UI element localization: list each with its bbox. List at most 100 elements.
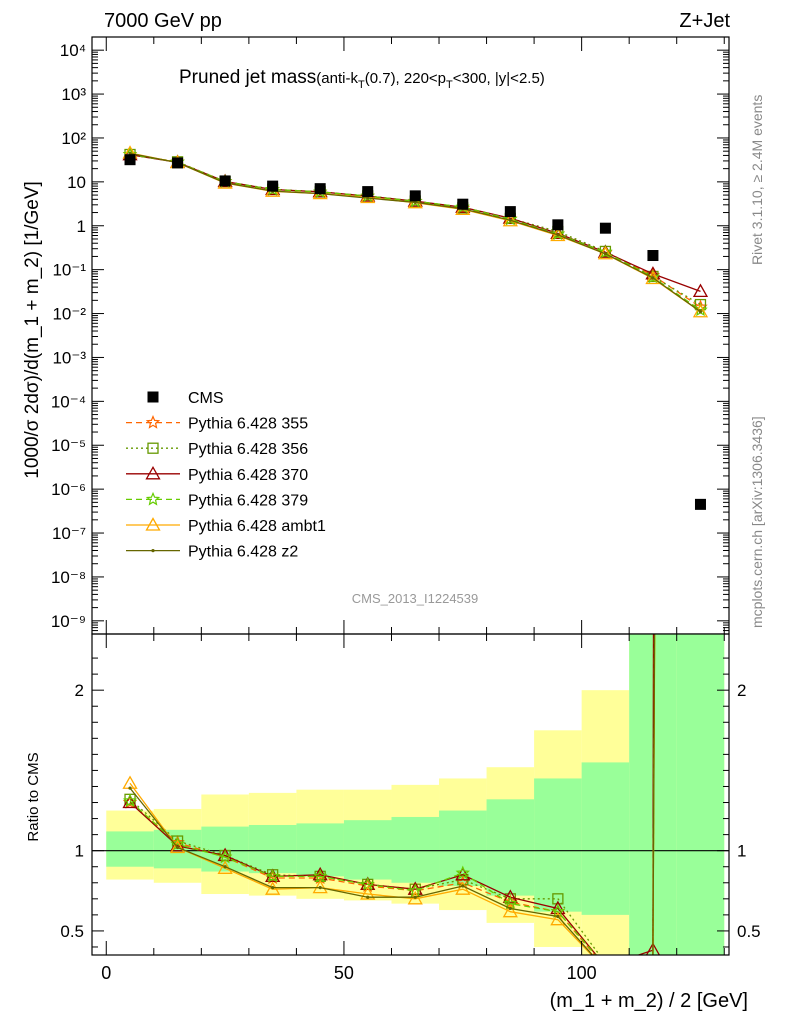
legend-marker <box>145 491 161 506</box>
cms-point <box>124 154 136 166</box>
x-ticks: 0 50 100 <box>101 634 725 983</box>
ratio-point <box>508 906 512 911</box>
y-tick-label: 10⁻¹ <box>52 261 86 280</box>
main-point <box>550 227 566 242</box>
main-series-group <box>124 148 707 311</box>
cms-point <box>267 180 279 192</box>
ratio-point <box>265 881 281 895</box>
ratio-tick-label-right: 1 <box>737 842 746 861</box>
legend-label: Pythia 6.428 355 <box>188 416 308 433</box>
header-left: 7000 GeV pp <box>104 10 222 32</box>
main-series-group <box>122 146 708 317</box>
cms-point <box>694 498 706 510</box>
cms-point <box>172 157 184 169</box>
y-tick-label: 10² <box>61 129 86 148</box>
legend-label: Pythia 6.428 ambt1 <box>188 518 326 535</box>
legend-marker <box>145 465 161 480</box>
main-y-ticks: 10⁻⁹ 10⁻⁸ 10⁻⁷ 10⁻⁶ 10⁻⁵ 10⁻⁴ 10⁻³ 10⁻² 10⁻¹ 1 10 1… <box>51 41 729 632</box>
cms-point <box>599 222 611 234</box>
ratio-point <box>455 865 470 880</box>
cms-point <box>314 183 326 195</box>
ratio-point <box>360 886 376 900</box>
cms-point <box>552 219 564 231</box>
cms-point <box>457 198 469 210</box>
ratio-frame <box>91 633 730 956</box>
main-point <box>508 218 512 222</box>
ratio-point <box>552 893 564 905</box>
ratio-point <box>169 839 186 854</box>
ratio-point <box>502 889 518 903</box>
main-y-axis-label: 1000/σ 2dσ)/d(m_1 + m_2) [1/GeV] <box>22 181 43 479</box>
band-inner-bin <box>391 816 440 883</box>
ratio-point <box>550 911 566 926</box>
main-series-line <box>129 154 701 293</box>
x-axis-label: (m_1 + m_2) / 2 [GeV] <box>550 990 748 1012</box>
main-point <box>413 200 417 205</box>
band-inner-bin <box>343 820 392 880</box>
cms-data-points <box>124 154 706 510</box>
band-inner-bin <box>676 634 725 955</box>
main-point <box>556 233 560 237</box>
band-inner-bin <box>248 824 297 874</box>
legend-label: Pythia 6.428 356 <box>188 441 308 458</box>
y-tick-label: 10⁻⁸ <box>51 568 86 587</box>
ratio-point <box>318 885 322 890</box>
ratio-point <box>128 786 132 790</box>
y-tick-label: 10⁴ <box>60 41 86 60</box>
ratio-series-group <box>128 634 656 955</box>
legend-marker <box>145 517 161 531</box>
band-inner-bin <box>439 810 487 886</box>
y-tick-label: 10⁻⁹ <box>51 612 86 631</box>
main-panel: 10⁻⁹ 10⁻⁸ 10⁻⁷ 10⁻⁶ 10⁻⁵ 10⁻⁴ 10⁻³ 10⁻² 10⁻¹ 1 10 1… <box>51 36 730 635</box>
ratio-point <box>312 879 328 894</box>
legend-marker <box>151 549 155 553</box>
main-point <box>698 310 703 314</box>
y-tick-label: 1 <box>77 217 86 236</box>
ratio-point <box>122 793 138 808</box>
main-series-group <box>128 151 703 314</box>
ratio-bands <box>106 634 725 955</box>
ratio-point <box>502 903 518 918</box>
legend-entry: CMS <box>147 390 224 407</box>
ratio-y-ticks: 0.5 0.5 1 1 2 2 <box>60 657 761 948</box>
band-inner-bin <box>486 799 535 896</box>
rivet-label: Rivet 3.1.10, ≥ 2.4M events <box>749 95 765 265</box>
x-tick-label: 100 <box>567 963 597 983</box>
y-tick-label: 10⁻⁷ <box>52 524 86 543</box>
ratio-point <box>556 914 560 919</box>
ratio-point <box>360 876 376 891</box>
ratio-y-axis-label: Ratio to CMS <box>25 752 42 841</box>
ratio-tick-label-left: 0.5 <box>60 922 84 941</box>
legend-marker <box>145 415 161 429</box>
mcplots-label: mcplots.cern.ch [arXiv:1306.3436] <box>749 416 765 628</box>
plot-title: Pruned jet mass(anti-kT(0.7), 220<pT<300… <box>179 67 545 91</box>
y-tick-label: 10 <box>67 173 86 192</box>
main-series-group <box>122 146 709 298</box>
cms-point <box>409 190 421 202</box>
x-tick-label: 50 <box>334 963 354 983</box>
ratio-point <box>413 895 417 899</box>
band-inner-bin <box>106 831 154 867</box>
ratio-tick-label-right: 2 <box>737 681 746 700</box>
legend-cms-marker <box>147 391 159 403</box>
header-right: Z+Jet <box>679 10 730 32</box>
ratio-point <box>271 885 275 890</box>
legend-entry: Pythia 6.428 379 <box>126 491 308 509</box>
ratio-point <box>175 845 180 850</box>
ratio-series <box>122 634 661 955</box>
legend-label: CMS <box>188 390 224 407</box>
legend-label: Pythia 6.428 z2 <box>188 544 298 561</box>
ratio-point <box>407 891 423 905</box>
legend-label: Pythia 6.428 370 <box>188 467 308 484</box>
band-inner-bin <box>534 778 582 912</box>
main-point <box>651 276 655 280</box>
cms-point <box>647 250 659 262</box>
ratio-point <box>313 868 328 883</box>
legend-entry: Pythia 6.428 ambt1 <box>126 517 326 535</box>
cms-point <box>504 206 516 218</box>
ratio-point <box>455 881 471 895</box>
main-series-group <box>122 145 709 318</box>
ratio-point <box>223 865 227 869</box>
y-tick-label: 10⁻⁶ <box>51 480 86 499</box>
